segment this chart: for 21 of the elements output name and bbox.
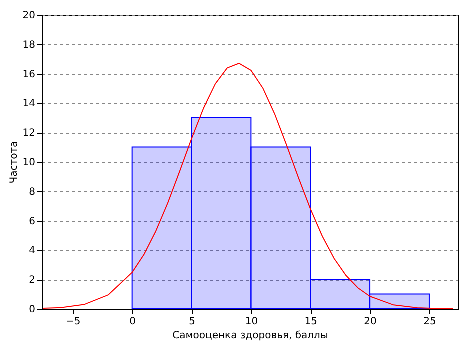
y-tick-label: 12 [22,128,36,140]
y-tick-label: 4 [29,246,36,257]
y-tick-label: 0 [29,304,36,316]
x-tick-label: 25 [424,316,436,328]
y-tick-label: 18 [22,40,36,51]
y-tick-label: 6 [29,216,36,228]
y-tick-label: 2 [29,275,36,286]
line-series [42,63,454,310]
y-tick-label: 16 [22,69,36,80]
y-tick-label: 10 [22,158,36,168]
x-tick-label: 5 [189,316,196,328]
x-tick-label: 0 [130,316,136,328]
y-tick-label: 14 [22,98,36,110]
x-tick-label: 10 [245,316,258,328]
y-tick-label: 8 [29,186,36,198]
y-axis-title: Частота [8,141,20,184]
x-axis-title: Самооценка здоровья, баллы [172,330,328,342]
x-tick-label: −5 [66,316,81,328]
x-tick-label: 15 [304,316,318,328]
x-tick-label: 20 [364,316,377,328]
y-tick-label: 20 [22,10,36,22]
